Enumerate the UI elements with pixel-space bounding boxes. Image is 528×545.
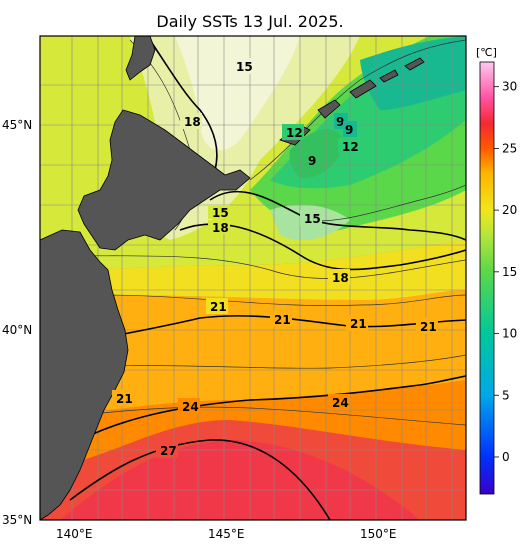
map-frame <box>39 35 467 521</box>
contour-label: 18 <box>184 115 201 129</box>
colorbar-tick-label: 5 <box>502 388 510 402</box>
contour-label: 21 <box>210 300 227 314</box>
hokkaido-land <box>77 109 251 251</box>
contour-label: 24 <box>332 396 349 410</box>
lon-label: 140°E <box>56 527 93 541</box>
contour-label: 9 <box>308 154 316 168</box>
contour-label: 21 <box>420 320 437 334</box>
honshu-land <box>40 229 129 520</box>
contour-label: 15 <box>236 60 253 74</box>
sakhalin-land <box>125 36 156 81</box>
lat-label: 45°N <box>2 118 32 132</box>
contour-label: 24 <box>182 400 199 414</box>
colorbar-tick-label: 20 <box>502 203 517 217</box>
colorbar-unit: [℃] <box>476 46 497 59</box>
land-masses <box>40 36 425 520</box>
contour-label: 21 <box>274 313 291 327</box>
contour-label: 12 <box>286 126 303 140</box>
colorbar-tick-label: 30 <box>502 80 517 94</box>
contour-label: 21 <box>350 317 367 331</box>
contour-label: 15 <box>304 212 321 226</box>
contour-labels: 15 18 12 9 9 12 9 15 18 15 18 21 21 21 2… <box>112 58 438 458</box>
lat-label: 35°N <box>2 513 32 527</box>
contour-label: 21 <box>116 392 133 406</box>
contour-label: 18 <box>332 271 349 285</box>
map-title: Daily SSTs 13 Jul. 2025. <box>156 12 344 31</box>
contour-label: 15 <box>212 206 229 220</box>
lon-label: 150°E <box>360 527 397 541</box>
kuril-islands <box>279 57 425 146</box>
colorbar: [℃] 30 25 20 15 10 5 0 <box>476 46 517 495</box>
colorbar-ramp <box>479 61 495 495</box>
axis-labels: 45°N 40°N 35°N 140°E 145°E 150°E <box>2 118 397 541</box>
contour-label: 12 <box>342 140 359 154</box>
lon-label: 145°E <box>208 527 245 541</box>
colorbar-tick-label: 15 <box>502 265 517 279</box>
colorbar-tick-label: 10 <box>502 327 517 341</box>
lat-label: 40°N <box>2 323 32 337</box>
colorbar-tick-label: 25 <box>502 141 517 155</box>
contour-label: 18 <box>212 221 229 235</box>
contour-label: 9 <box>336 115 344 129</box>
contour-label: 9 <box>345 123 353 137</box>
colorbar-tick-label: 0 <box>502 450 510 464</box>
contour-label: 27 <box>160 444 177 458</box>
